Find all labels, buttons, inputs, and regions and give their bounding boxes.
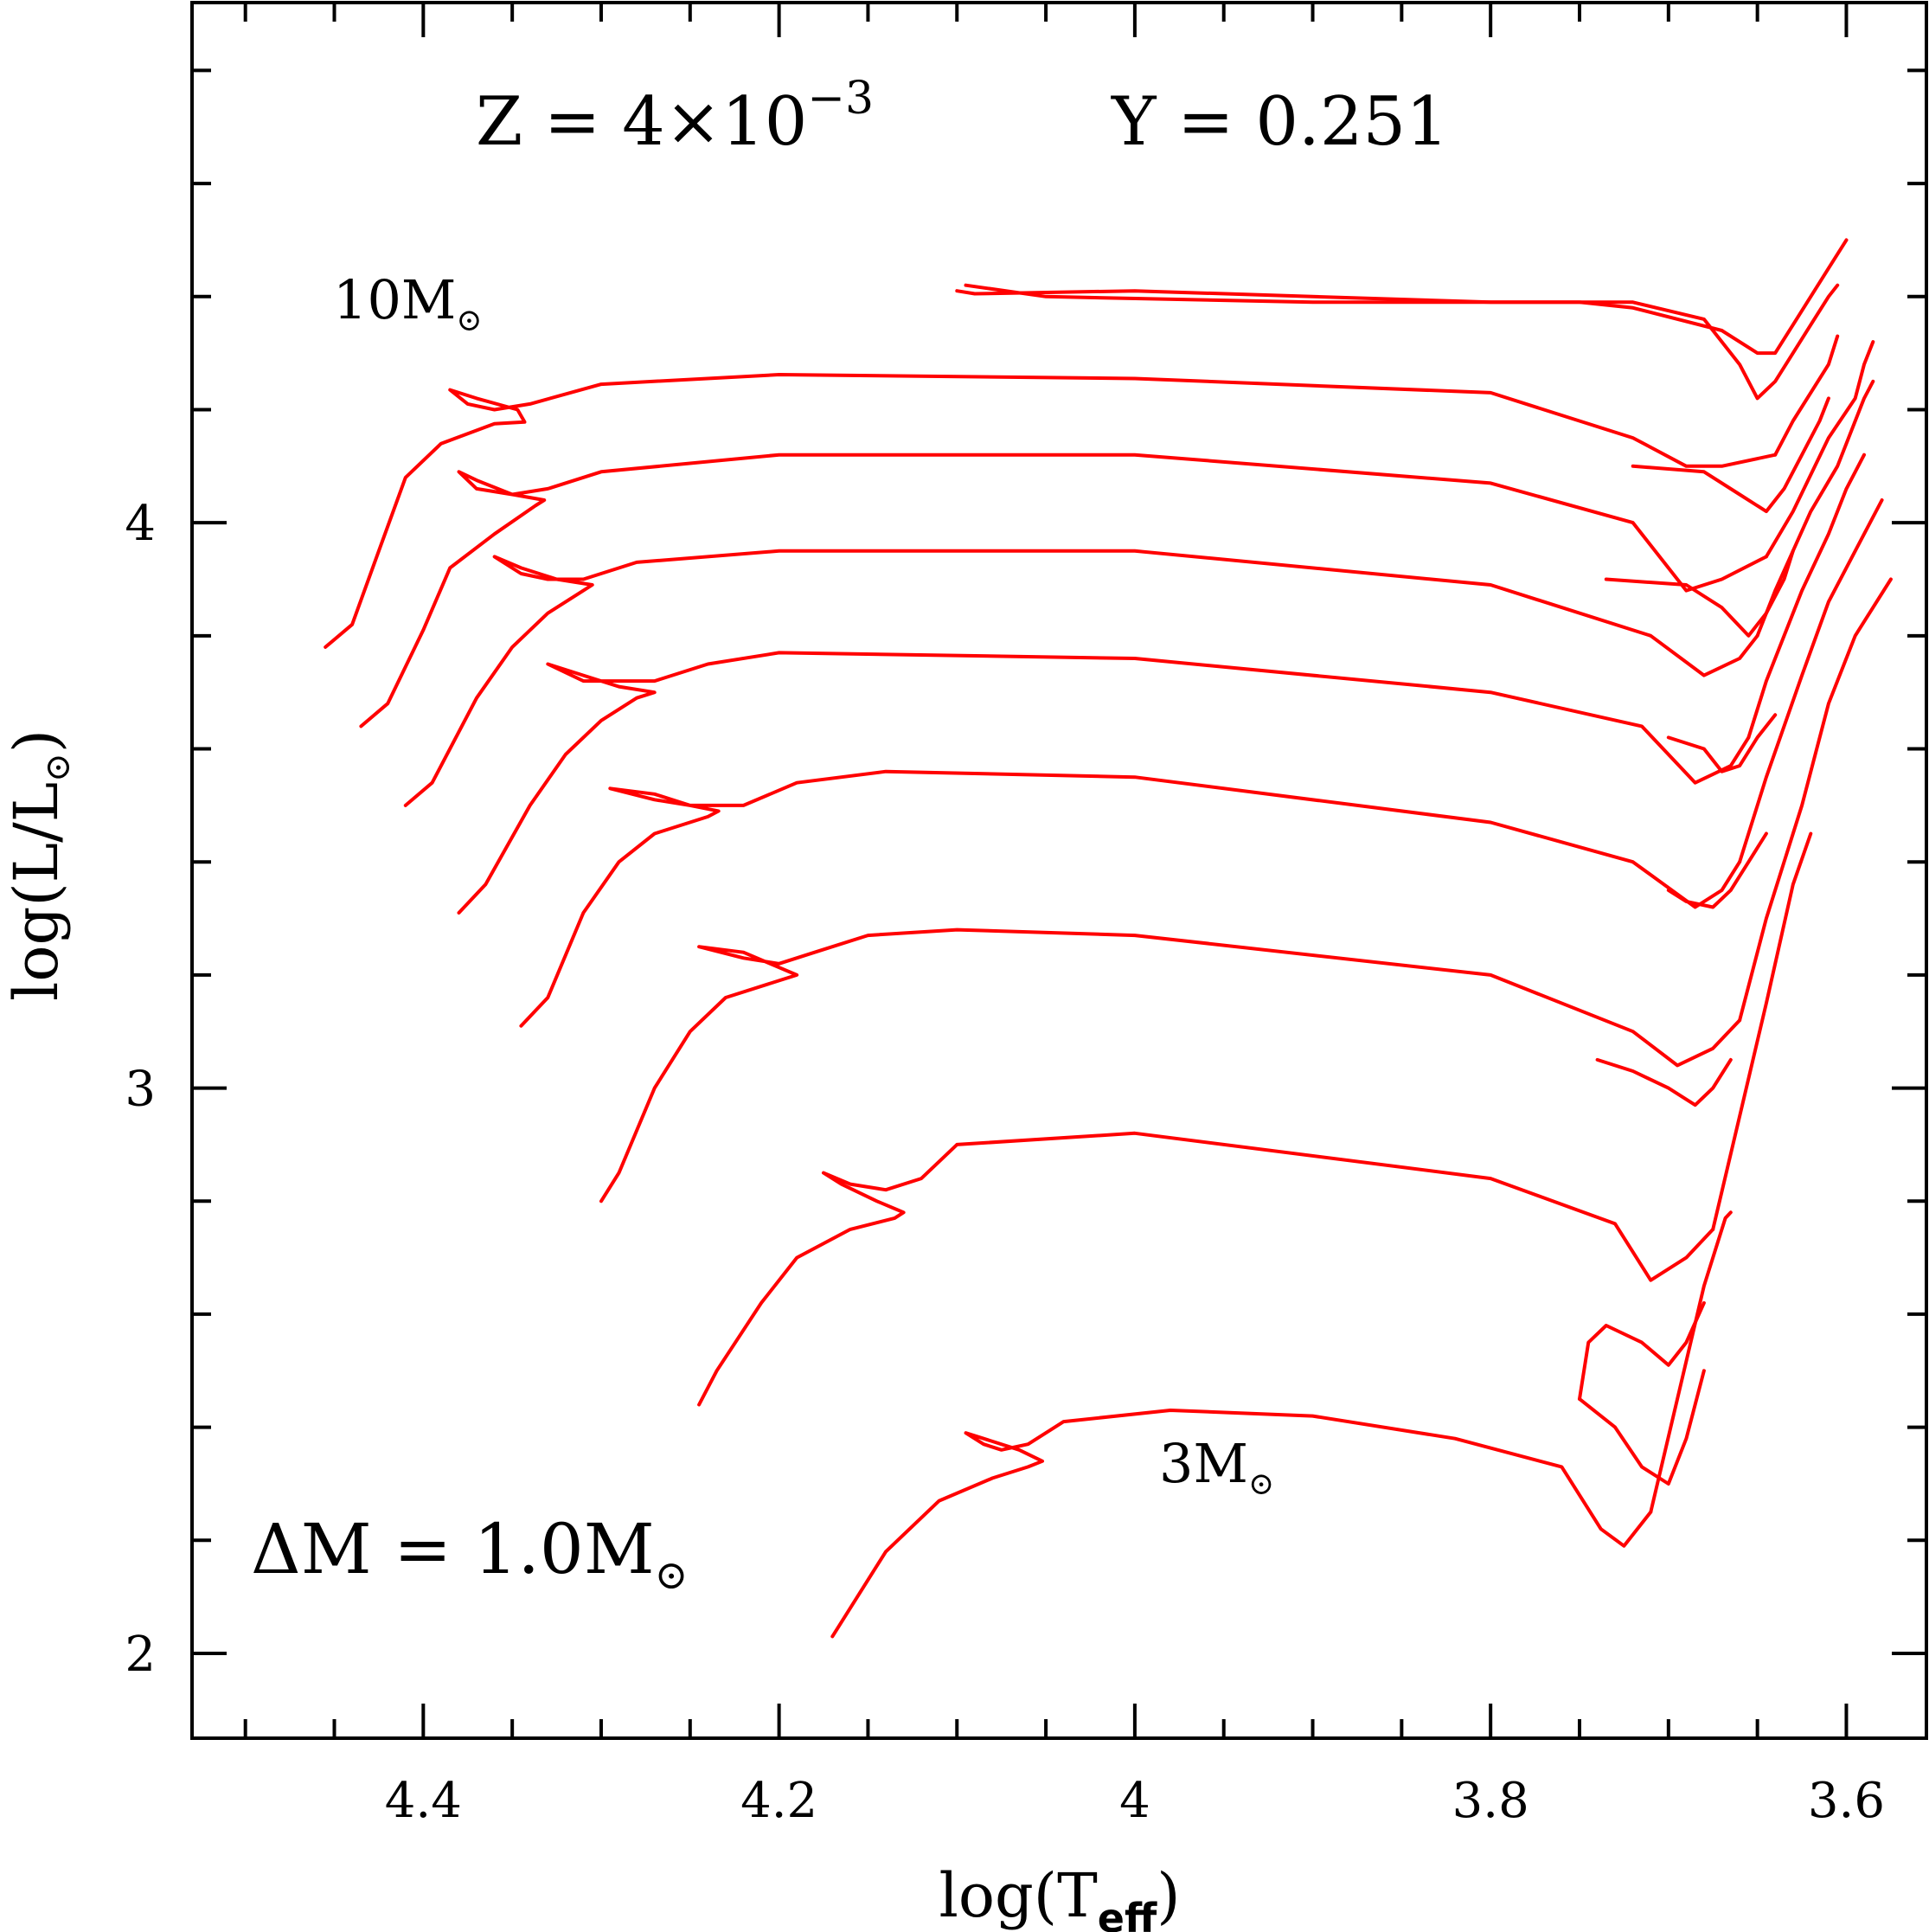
- track-6msun: [1666, 831, 1768, 909]
- x-tick-label: 4.4: [385, 1773, 462, 1829]
- track-6msun: [519, 769, 1742, 1028]
- track-10msun: [964, 238, 1849, 356]
- mass-step-solar: ⊙: [655, 1551, 689, 1598]
- x-tick-label: 3.6: [1808, 1773, 1885, 1829]
- track-4msun: [1578, 1369, 1706, 1486]
- track-8msun: [403, 549, 1759, 807]
- mass-label-3-solar: ⊙: [1248, 1467, 1274, 1502]
- y-axis-title-base: log(L/L: [1, 782, 72, 1001]
- y-tick-label: 4: [125, 496, 156, 552]
- track-5msun: [1595, 1057, 1733, 1107]
- track-4msun: [697, 1131, 1715, 1407]
- mass-label-10: 10M⊙: [333, 268, 483, 338]
- x-axis-title-base: log(T: [939, 1860, 1097, 1931]
- x-tick-label: 4: [1119, 1773, 1150, 1829]
- x-tick-label: 3.8: [1452, 1773, 1529, 1829]
- track-6msun: [1738, 498, 1884, 864]
- track-4msun: [1711, 831, 1813, 1231]
- track-10msun: [955, 283, 1840, 401]
- y-tick-label: 3: [125, 1062, 156, 1118]
- track-5msun: [599, 927, 1742, 1203]
- track-3msun: [830, 1409, 1653, 1639]
- helium-label: Y = 0.251: [1111, 83, 1449, 161]
- y-tick-label: 2: [125, 1627, 156, 1683]
- metallicity-exponent: −3: [807, 73, 874, 125]
- plot-frame: [190, 1, 1928, 1740]
- track-10msun: [1773, 334, 1840, 457]
- track-3msun: [1649, 1210, 1733, 1514]
- y-axis-title: log(L/L⊙): [1, 729, 78, 1001]
- track-8msun: [1604, 549, 1795, 638]
- metallicity-label: Z = 4×10−3: [476, 73, 874, 161]
- track-10msun: [324, 373, 1778, 649]
- x-axis-title-subscript: eff: [1098, 1895, 1157, 1932]
- mass-step-text: ΔM = 1.0M: [251, 1509, 655, 1589]
- mass-label-10-text: 10M: [333, 268, 456, 331]
- mass-label-10-solar: ⊙: [456, 303, 482, 338]
- x-axis-title: log(Teff): [939, 1860, 1180, 1932]
- track-8msun: [1755, 379, 1875, 638]
- track-9msun: [1631, 396, 1830, 514]
- track-9msun: [1764, 340, 1875, 559]
- x-axis-title-close: ): [1157, 1860, 1180, 1931]
- x-tick-label: 4.2: [740, 1773, 817, 1829]
- track-7msun: [1746, 453, 1866, 740]
- metallicity-text: Z = 4×10: [476, 83, 807, 161]
- track-7msun: [457, 651, 1751, 915]
- y-axis-title-solar: ⊙: [38, 753, 78, 782]
- track-9msun: [359, 453, 1768, 729]
- mass-label-3: 3M⊙: [1159, 1432, 1274, 1502]
- mass-label-3-text: 3M: [1159, 1432, 1248, 1495]
- track-5msun: [1738, 577, 1893, 1023]
- y-axis-title-close: ): [1, 729, 72, 753]
- track-4msun: [1578, 1300, 1706, 1401]
- tick-labels: 4.4 4.2 4 3.8 3.6 2 3 4: [125, 496, 1885, 1829]
- evolutionary-tracks: [324, 238, 1893, 1639]
- mass-step-label: ΔM = 1.0M⊙: [251, 1509, 688, 1598]
- axis-ticks: [192, 3, 1926, 1738]
- track-7msun: [1666, 713, 1778, 773]
